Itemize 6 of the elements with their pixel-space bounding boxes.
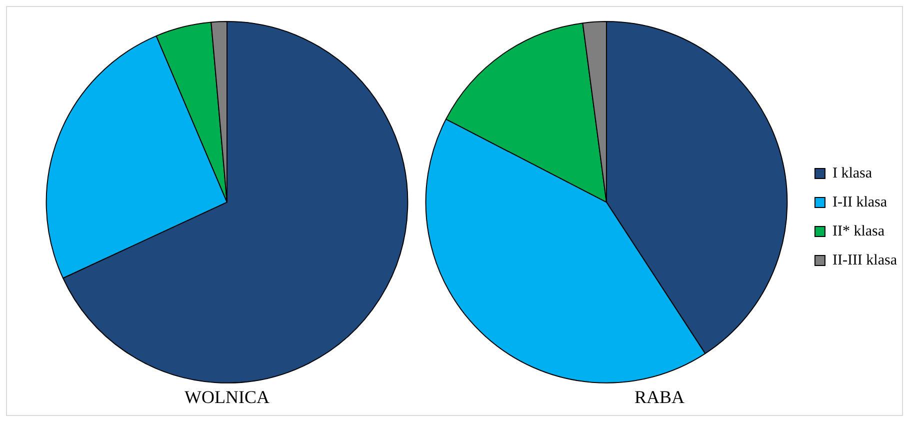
legend-label: I klasa (832, 165, 872, 182)
legend-label: II-III klasa (832, 252, 898, 268)
legend-label: I-II klasa (832, 194, 888, 210)
text: WOLNICA (184, 386, 270, 407)
legend-label: II* klasa (832, 223, 885, 240)
text: RABA (634, 386, 685, 407)
